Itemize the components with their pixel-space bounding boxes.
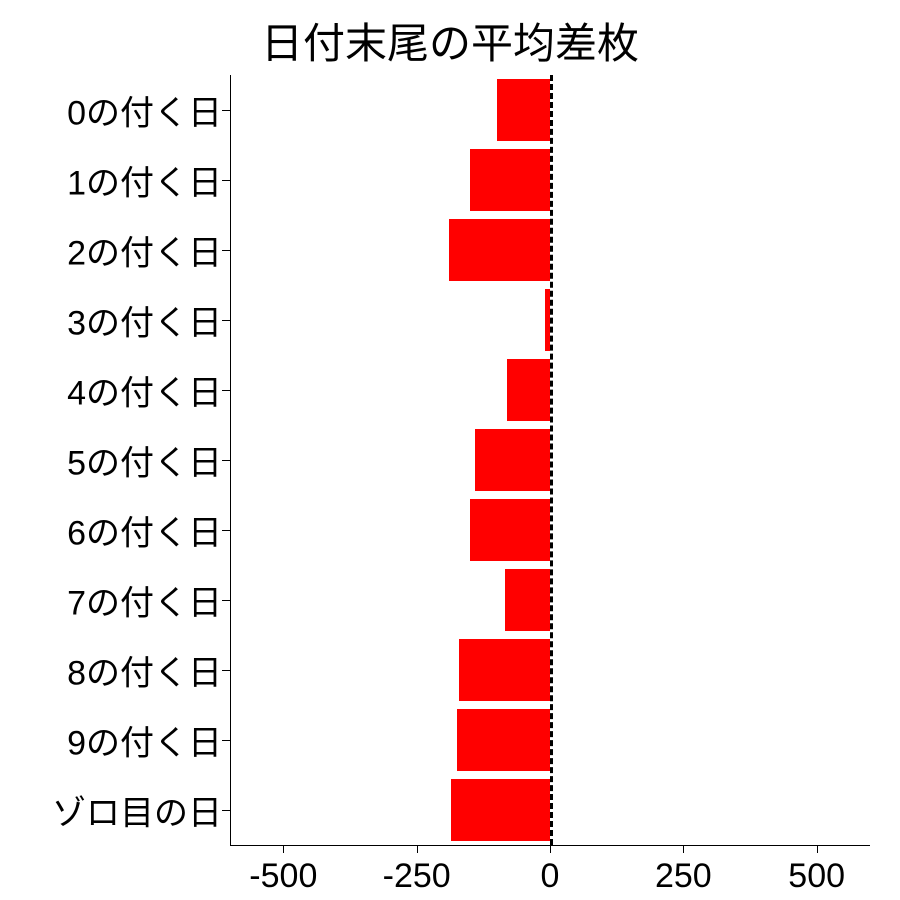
x-tick-label: 500	[788, 845, 845, 896]
bar	[497, 79, 550, 141]
x-tick-label: 250	[655, 845, 712, 896]
x-tick-label: -250	[383, 845, 451, 896]
y-tick-label: 0の付く日	[67, 86, 230, 135]
bar	[505, 569, 550, 631]
x-tick-label: 0	[541, 845, 560, 896]
y-axis-line	[230, 75, 231, 845]
bar	[451, 779, 550, 841]
bar	[507, 359, 550, 421]
y-tick-label: 9の付く日	[67, 716, 230, 765]
bar-chart: 日付末尾の平均差枚 -500-25002505000の付く日1の付く日2の付く日…	[0, 0, 900, 900]
zero-reference-line	[550, 75, 553, 845]
y-tick-label: 6の付く日	[67, 506, 230, 555]
bar	[470, 499, 550, 561]
bar	[459, 639, 550, 701]
y-tick-label: 3の付く日	[67, 296, 230, 345]
y-tick-label: 1の付く日	[67, 156, 230, 205]
y-tick-label: 4の付く日	[67, 366, 230, 415]
bar	[470, 149, 550, 211]
x-tick-label: -500	[249, 845, 317, 896]
y-tick-label: 2の付く日	[67, 226, 230, 275]
chart-title: 日付末尾の平均差枚	[0, 10, 900, 71]
y-tick-label: ゾロ目の日	[52, 786, 230, 835]
y-tick-label: 7の付く日	[67, 576, 230, 625]
bar	[457, 709, 550, 771]
bar	[475, 429, 550, 491]
y-tick-label: 8の付く日	[67, 646, 230, 695]
bar	[449, 219, 550, 281]
y-tick-label: 5の付く日	[67, 436, 230, 485]
plot-area: -500-25002505000の付く日1の付く日2の付く日3の付く日4の付く日…	[230, 75, 870, 845]
bar	[545, 289, 550, 351]
